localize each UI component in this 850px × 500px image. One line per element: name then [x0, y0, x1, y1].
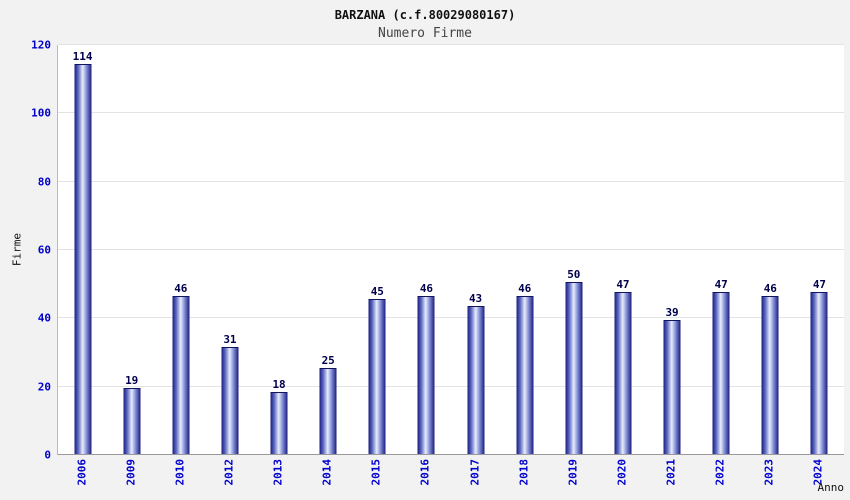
bar-value-label: 43	[468, 292, 483, 306]
gridline	[58, 180, 844, 182]
bar	[516, 295, 534, 454]
bar-slot: 45	[353, 45, 402, 455]
x-axis-title: Anno	[817, 481, 845, 494]
plot-area: 0 20 40 60 80 100 120 114 19 46 31 18 25 45 46 43 46 50 47…	[31, 40, 844, 461]
bar-slot: 18	[255, 45, 304, 455]
bar	[74, 63, 92, 454]
bar-value-label: 47	[714, 278, 728, 292]
x-tick-label: 2006	[75, 459, 89, 486]
chart-title: BARZANA (c.f.80029080167)	[334, 8, 516, 22]
bar	[467, 306, 485, 454]
bar-value-label: 46	[419, 281, 434, 295]
bar	[221, 347, 239, 454]
x-tick-label: 2013	[271, 459, 285, 486]
bar	[663, 319, 681, 454]
bar-value-label: 46	[174, 281, 188, 295]
x-tick-label: 2017	[468, 459, 482, 486]
bar-value-label: 31	[223, 333, 237, 347]
y-tick-label: 100	[31, 106, 51, 120]
bar-slot: 25	[304, 45, 353, 455]
gridline	[58, 112, 844, 114]
y-tick-label: 60	[37, 243, 51, 257]
y-tick-label: 120	[31, 38, 51, 52]
gridline	[58, 249, 844, 250]
bar-value-label: 45	[370, 285, 384, 299]
y-tick-label: 0	[44, 448, 51, 462]
x-tick-label: 2015	[369, 459, 383, 486]
bar-slot: 19	[107, 45, 156, 455]
bar-slot: 46	[402, 45, 451, 455]
bar-slot: 47	[697, 45, 746, 455]
bar-slot: 39	[648, 45, 697, 455]
bar-slot: 46	[500, 45, 549, 455]
bar	[761, 295, 779, 454]
x-tick-label: 2020	[615, 459, 629, 486]
bar-value-label: 47	[616, 278, 630, 292]
y-axis-title: Firme	[10, 232, 24, 267]
x-axis-labels: 2006 2009 2010 2012 2013 2014 2015 2016 2017 2018…	[57, 459, 843, 499]
bar-value-label: 46	[763, 281, 777, 295]
bar	[712, 292, 730, 454]
x-tick-label: 2023	[762, 459, 776, 486]
bar-value-label: 46	[518, 281, 532, 295]
chart-subtitle: Numero Firme	[378, 26, 472, 41]
bar	[565, 282, 583, 454]
bar-slot: 47	[795, 45, 844, 455]
y-tick-label: 80	[37, 175, 51, 189]
bar-slot: 114	[58, 45, 107, 455]
bar	[319, 367, 337, 454]
bar	[270, 391, 288, 454]
bar-slot: 43	[451, 45, 500, 455]
x-tick-label: 2009	[124, 459, 138, 486]
x-tick-label: 2016	[418, 459, 432, 486]
bar-value-label: 19	[125, 374, 139, 388]
x-tick-label: 2010	[173, 459, 187, 486]
gridline	[58, 44, 844, 45]
x-axis-line	[58, 454, 844, 455]
bar	[417, 295, 435, 454]
bar-value-label: 39	[665, 305, 679, 319]
x-tick-label: 2012	[222, 459, 236, 486]
bar	[614, 292, 632, 454]
bar-slot: 31	[205, 45, 254, 455]
x-tick-label: 2014	[320, 459, 334, 486]
bar	[810, 292, 828, 454]
bar-value-label: 114	[72, 49, 93, 63]
bar-slot: 46	[156, 45, 205, 455]
x-tick-label: 2022	[713, 459, 727, 486]
x-tick-label: 2019	[566, 459, 580, 486]
bar-value-label: 47	[812, 278, 827, 292]
bar-value-label: 25	[321, 353, 335, 367]
x-tick-label: 2021	[664, 459, 678, 486]
gridline	[58, 385, 844, 387]
x-tick-label: 2018	[517, 459, 531, 486]
bar-value-label: 18	[272, 377, 286, 391]
bar	[368, 299, 386, 454]
bar-slot: 46	[746, 45, 795, 455]
gridline	[58, 317, 844, 319]
y-tick-label: 40	[37, 311, 51, 325]
bar-value-label: 50	[567, 268, 581, 282]
y-tick-label: 20	[37, 380, 51, 394]
bar-slot: 47	[598, 45, 647, 455]
bar	[172, 295, 190, 454]
bar	[123, 388, 141, 454]
bar-slot: 50	[549, 45, 598, 455]
